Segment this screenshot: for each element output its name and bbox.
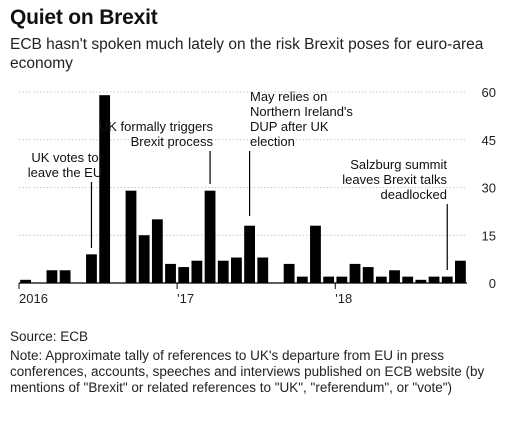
annotation-text: election: [250, 134, 295, 149]
bar: [204, 190, 216, 283]
bar: [455, 260, 466, 283]
bar: [125, 190, 137, 283]
bar: [296, 276, 308, 283]
x-tick-label: '17: [177, 291, 194, 306]
annotation-text: UK votes to: [31, 150, 98, 165]
chart-title: Quiet on Brexit: [10, 6, 158, 29]
bar: [375, 276, 387, 283]
bar: [165, 263, 176, 283]
bar: [231, 257, 242, 283]
bar: [389, 270, 400, 283]
bar: [244, 225, 255, 283]
bar: [59, 270, 71, 283]
bar: [428, 276, 440, 283]
bar: [191, 260, 203, 283]
bar: [283, 263, 295, 283]
bar: [310, 225, 321, 283]
bar: [362, 267, 374, 283]
bar: [151, 219, 163, 283]
annotation-text: deadlocked: [381, 187, 448, 202]
x-tick-label: '18: [335, 291, 352, 306]
bar: [46, 270, 58, 283]
annotation-text: Brexit process: [131, 134, 214, 149]
annotation-text: Northern Ireland's: [250, 104, 353, 119]
bar: [336, 276, 348, 283]
annotation-text: DUP after UK: [250, 119, 329, 134]
bar: [323, 276, 335, 283]
source-text: Source: ECB: [10, 329, 89, 344]
bar: [257, 257, 269, 283]
annotation-text: leaves Brexit talks: [342, 172, 447, 187]
bar: [402, 276, 414, 283]
annotation-text: May relies on: [250, 89, 327, 104]
y-tick-label: 0: [489, 276, 496, 291]
bar: [138, 235, 150, 283]
annotation-text: leave the EU: [28, 165, 102, 180]
y-tick-label: 15: [482, 228, 496, 243]
bar: [415, 279, 427, 283]
bar: [86, 254, 97, 283]
note-text: Note: Approximate tally of references to…: [10, 348, 485, 395]
annotation-text: UK formally triggers: [99, 119, 214, 134]
bar: [441, 276, 453, 283]
y-tick-label: 45: [482, 133, 496, 148]
x-tick-label: 2016: [19, 291, 48, 306]
annotation-text: Salzburg summit: [350, 157, 447, 172]
chart-subtitle: ECB hasn't spoken much lately on the ris…: [10, 36, 484, 72]
bar: [217, 260, 229, 283]
bar: [349, 263, 361, 283]
y-tick-label: 60: [482, 85, 496, 100]
y-tick-label: 30: [482, 181, 496, 196]
bar: [178, 267, 190, 283]
bar: [99, 95, 111, 283]
bar: [20, 279, 31, 283]
